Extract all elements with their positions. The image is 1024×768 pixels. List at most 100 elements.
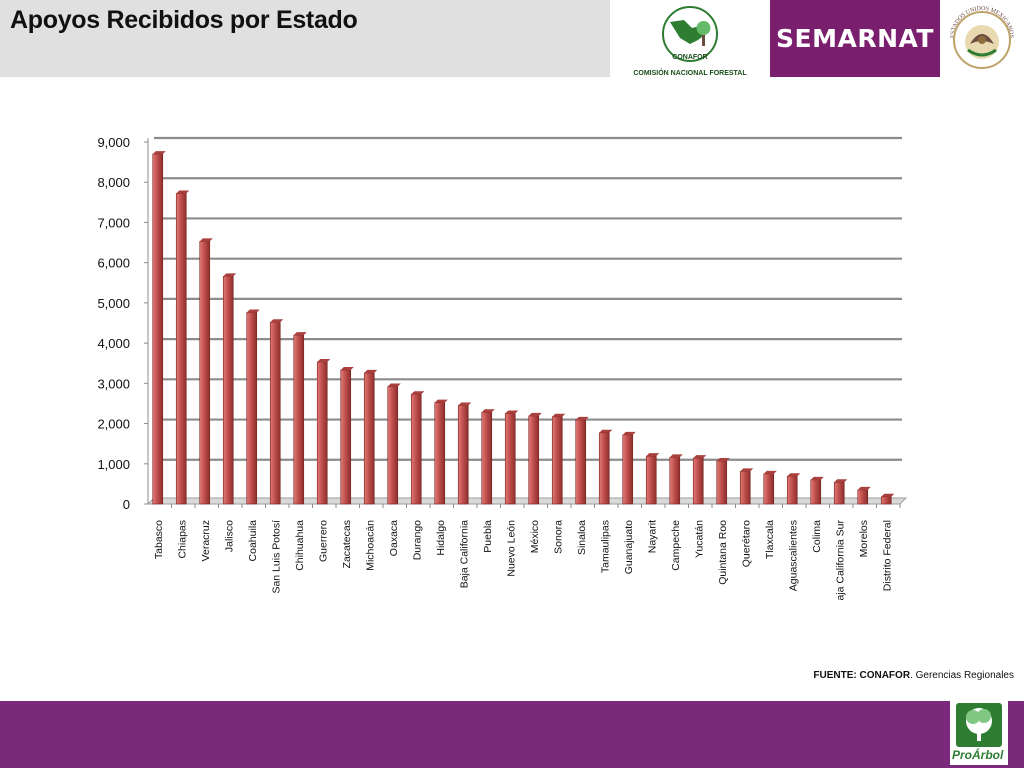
x-tick-label: Hidalgo	[435, 520, 447, 556]
bar-top	[528, 412, 542, 416]
mexican-eagle-seal-icon: ESTADOS UNIDOS MEXICANOS	[950, 6, 1014, 69]
x-tick-label: Yucatán	[693, 520, 705, 558]
source-note: FUENTE: CONAFOR. Gerencias Regionales	[813, 670, 1014, 681]
bar-top	[481, 409, 495, 413]
escudo-logo: ESTADOS UNIDOS MEXICANOS	[940, 0, 1024, 77]
bar	[763, 473, 775, 505]
bar-top	[834, 479, 848, 483]
y-tick-label: 5,000	[97, 296, 130, 311]
year-digit: 9	[1012, 739, 1018, 750]
bar	[622, 434, 634, 505]
y-tick-label: 6,000	[97, 256, 130, 271]
bar-top	[223, 273, 237, 277]
x-tick-label: Guanajuato	[623, 520, 635, 574]
footer-bar	[0, 701, 1024, 768]
x-tick-label: Colima	[811, 520, 823, 553]
bar-top	[458, 402, 472, 406]
conafor-label: CONAFOR	[672, 54, 707, 61]
x-tick-label: Tamaulipas	[599, 520, 611, 573]
x-tick-label: Veracruz	[200, 520, 212, 561]
x-tick-label: Zacatecas	[341, 520, 353, 568]
bar	[481, 411, 493, 505]
bar-top	[740, 468, 754, 472]
bar-top	[246, 309, 260, 313]
bar-top	[434, 399, 448, 403]
x-tick-label: Morelos	[858, 520, 870, 557]
bar	[175, 193, 187, 505]
x-tick-label: Jalisco	[223, 520, 235, 552]
bar-top	[293, 332, 307, 336]
x-tick-label: Baja California	[458, 520, 470, 588]
bar-top	[693, 455, 707, 459]
bar-top	[646, 453, 660, 457]
bar	[222, 276, 234, 505]
bar	[551, 416, 563, 505]
bar-top	[881, 493, 895, 497]
x-tick-label: Tabasco	[153, 520, 165, 559]
y-tick-label: 1,000	[97, 457, 130, 472]
x-tick-label: Guerrero	[317, 520, 329, 562]
year-digit: 0	[1012, 715, 1018, 726]
bar	[410, 393, 422, 505]
x-tick-label: Nayarit	[646, 520, 658, 553]
bar-top	[716, 457, 730, 461]
conafor-emblem-icon: CONAFOR	[662, 6, 718, 62]
bar-top	[857, 486, 871, 490]
y-tick-label: 0	[123, 497, 130, 512]
bar	[786, 475, 798, 505]
bar	[199, 241, 211, 505]
bar	[598, 432, 610, 505]
bar-top	[810, 476, 824, 480]
conafor-logo: CONAFOR COMISIÓN NACIONAL FORESTAL	[610, 0, 770, 77]
conafor-caption: COMISIÓN NACIONAL FORESTAL	[633, 70, 747, 77]
year-digit: 2	[1012, 703, 1018, 714]
y-tick-label: 7,000	[97, 215, 130, 230]
y-tick-label: 4,000	[97, 336, 130, 351]
bar	[645, 455, 657, 505]
bar	[504, 413, 516, 505]
bar	[669, 457, 681, 505]
source-suffix: . Gerencias Regionales	[910, 670, 1014, 681]
bar-top	[270, 319, 284, 323]
bar-top	[552, 413, 566, 417]
x-tick-label: Baja California Sur	[834, 520, 846, 600]
x-tick-label: Quintana Roo	[717, 520, 729, 585]
bar-top	[340, 367, 354, 371]
proarbol-logo: ProÁrbol	[950, 699, 1008, 765]
x-tick-label: Oaxaca	[388, 520, 400, 556]
x-tick-label: Durango	[411, 520, 423, 560]
bar-top	[364, 369, 378, 373]
x-tick-label: Puebla	[482, 520, 494, 553]
bar	[692, 457, 704, 505]
bar	[316, 361, 328, 505]
x-tick-label: San Luis Potosí	[270, 520, 282, 594]
bar	[269, 321, 281, 505]
y-tick-label: 3,000	[97, 376, 130, 391]
title-bar: Apoyos Recibidos por Estado	[0, 0, 610, 77]
bar	[246, 312, 258, 505]
bar-top	[317, 359, 331, 363]
year-label: 2 0 0 9	[1009, 703, 1021, 751]
x-tick-label: Nuevo León	[505, 520, 517, 577]
x-tick-label: Querétaro	[740, 520, 752, 567]
page-title: Apoyos Recibidos por Estado	[10, 6, 358, 34]
bar-top	[763, 470, 777, 474]
x-tick-label: Sinaloa	[576, 520, 588, 555]
bar	[457, 405, 469, 505]
x-tick-label: Michoacán	[364, 520, 376, 571]
bar	[387, 386, 399, 505]
x-tick-label: Tlaxcala	[764, 520, 776, 559]
bar-top	[669, 454, 683, 458]
bar-top	[199, 238, 213, 242]
bar	[880, 496, 892, 505]
y-tick-label: 9,000	[97, 135, 130, 150]
bar-top	[176, 190, 190, 194]
proarbol-tree-icon	[956, 703, 1002, 747]
semarnat-label: SEMARNAT	[776, 24, 934, 53]
x-tick-label: Distrito Federal	[881, 520, 893, 591]
bar-top	[387, 383, 401, 387]
x-tick-label: Chiapas	[176, 520, 188, 559]
bar-top	[599, 429, 613, 433]
bar	[810, 479, 822, 505]
x-tick-label: Campeche	[670, 520, 682, 571]
